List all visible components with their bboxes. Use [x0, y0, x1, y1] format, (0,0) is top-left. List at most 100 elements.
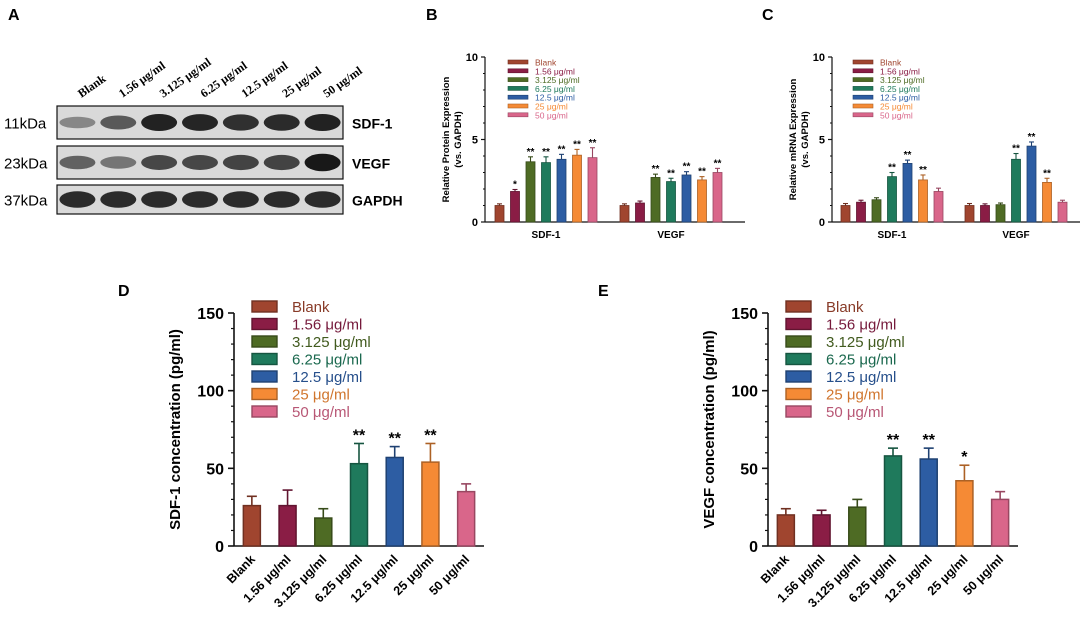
legend-swatch	[507, 103, 529, 109]
legend-swatch	[785, 405, 812, 418]
bar	[1011, 158, 1021, 223]
legend-swatch	[251, 335, 278, 348]
y-tick-label: 5	[472, 135, 478, 147]
legend-label: Blank	[535, 58, 557, 68]
group-label: VEGF	[1002, 230, 1029, 241]
significance-mark: **	[904, 150, 912, 161]
legend-label: 6.25 μg/ml	[880, 84, 920, 94]
legend-label: 1.56 μg/ml	[880, 66, 920, 76]
bar	[995, 204, 1006, 223]
significance-mark: **	[542, 147, 550, 158]
bar	[525, 161, 536, 223]
bar	[587, 157, 598, 223]
bar	[955, 480, 974, 547]
bar	[421, 461, 440, 547]
y-tick-label: 10	[466, 52, 478, 64]
legend-swatch	[852, 103, 874, 109]
blot-band	[263, 114, 300, 131]
blot-band	[304, 114, 341, 131]
y-axis-label-line: (vs. GAPDH)	[800, 111, 811, 167]
significance-mark: **	[353, 427, 366, 444]
legend-label: 50 μg/ml	[292, 404, 350, 421]
y-axis-label-line: Relative mRNA Expression	[788, 79, 799, 201]
blot-band	[222, 154, 259, 171]
significance-mark: **	[527, 147, 535, 158]
legend-label: 25 μg/ml	[826, 387, 884, 404]
legend-label: 50 μg/ml	[535, 110, 568, 120]
significance-mark: **	[1028, 132, 1036, 143]
significance-mark: *	[513, 179, 517, 190]
significance-mark: **	[558, 144, 566, 155]
legend-label: 6.25 μg/ml	[292, 352, 362, 369]
legend-label: 25 μg/ml	[880, 102, 913, 112]
panel-label-e: E	[598, 283, 609, 300]
legend-swatch	[852, 86, 874, 91]
y-tick-label: 0	[819, 217, 825, 229]
y-tick-label: 50	[206, 461, 224, 478]
bar	[712, 172, 723, 223]
lane-label: Blank	[75, 71, 108, 100]
legend-swatch	[251, 405, 278, 418]
legend-label: 12.5 μg/ml	[880, 93, 920, 103]
legend-label: 6.25 μg/ml	[826, 352, 896, 369]
legend-swatch	[251, 370, 278, 383]
significance-mark: **	[388, 431, 401, 448]
blot-band	[141, 114, 178, 131]
bar	[990, 498, 1010, 547]
chart-e: 0 50 100 150 VEGF concentration (pg/ml) Blank…	[701, 299, 1018, 610]
protein-label: VEGF	[352, 156, 391, 172]
bar	[314, 517, 333, 547]
bar	[635, 202, 645, 223]
legend-swatch	[785, 300, 812, 313]
significance-mark: **	[1012, 144, 1020, 155]
protein-label: GAPDH	[352, 193, 403, 209]
bar	[887, 176, 897, 223]
group-label: SDF-1	[878, 230, 907, 241]
bar	[776, 514, 796, 547]
legend-label: 3.125 μg/ml	[826, 334, 905, 351]
legend-swatch	[785, 317, 812, 331]
chart-d: 0 50 100 150 SDF-1 concentration (pg/ml) Blan…	[167, 299, 484, 610]
legend-swatch	[251, 317, 278, 331]
significance-mark: **	[683, 162, 691, 173]
bar	[666, 181, 676, 223]
blot-band	[263, 191, 300, 208]
bar	[848, 506, 867, 547]
y-axis-label: SDF-1 concentration (pg/ml)	[167, 329, 184, 530]
significance-mark: **	[887, 432, 900, 449]
y-axis-label: Relative Protein Expression(vs. GAPDH)	[441, 76, 464, 202]
y-tick-label: 5	[819, 135, 825, 147]
y-tick-label: 50	[740, 461, 758, 478]
significance-mark: *	[961, 449, 968, 466]
blot-band	[59, 116, 96, 129]
legend-label: 6.25 μg/ml	[535, 84, 575, 94]
blot-band	[304, 153, 341, 172]
legend-label: 12.5 μg/ml	[535, 93, 575, 103]
legend-swatch	[852, 68, 874, 74]
significance-mark: **	[922, 432, 935, 449]
y-tick-label: 150	[731, 306, 758, 323]
significance-mark: **	[589, 138, 597, 149]
y-tick-label: 100	[731, 384, 758, 401]
blot-band	[182, 191, 218, 208]
y-tick-label: 10	[813, 52, 825, 64]
legend-label: 50 μg/ml	[826, 404, 884, 421]
significance-mark: **	[573, 139, 581, 150]
legend-label: 12.5 μg/ml	[826, 369, 896, 386]
bar	[278, 504, 297, 547]
y-axis-label-line: (vs. GAPDH)	[453, 111, 464, 167]
blot-band	[100, 115, 137, 130]
bar	[385, 456, 404, 547]
legend-swatch	[251, 387, 278, 401]
bar	[650, 177, 661, 223]
legend-swatch	[852, 59, 874, 65]
y-tick-label: 150	[197, 306, 224, 323]
legend-swatch	[507, 59, 529, 65]
legend-label: 50 μg/ml	[880, 110, 913, 120]
legend-swatch	[785, 335, 812, 348]
chart-c: 0 5 10 Relative mRNA Expression(vs. GAPDH) *…	[788, 52, 1080, 241]
legend-swatch	[251, 352, 278, 366]
y-axis-label-line: Relative Protein Expression	[441, 76, 452, 202]
bar	[349, 462, 369, 547]
bar	[856, 201, 866, 223]
